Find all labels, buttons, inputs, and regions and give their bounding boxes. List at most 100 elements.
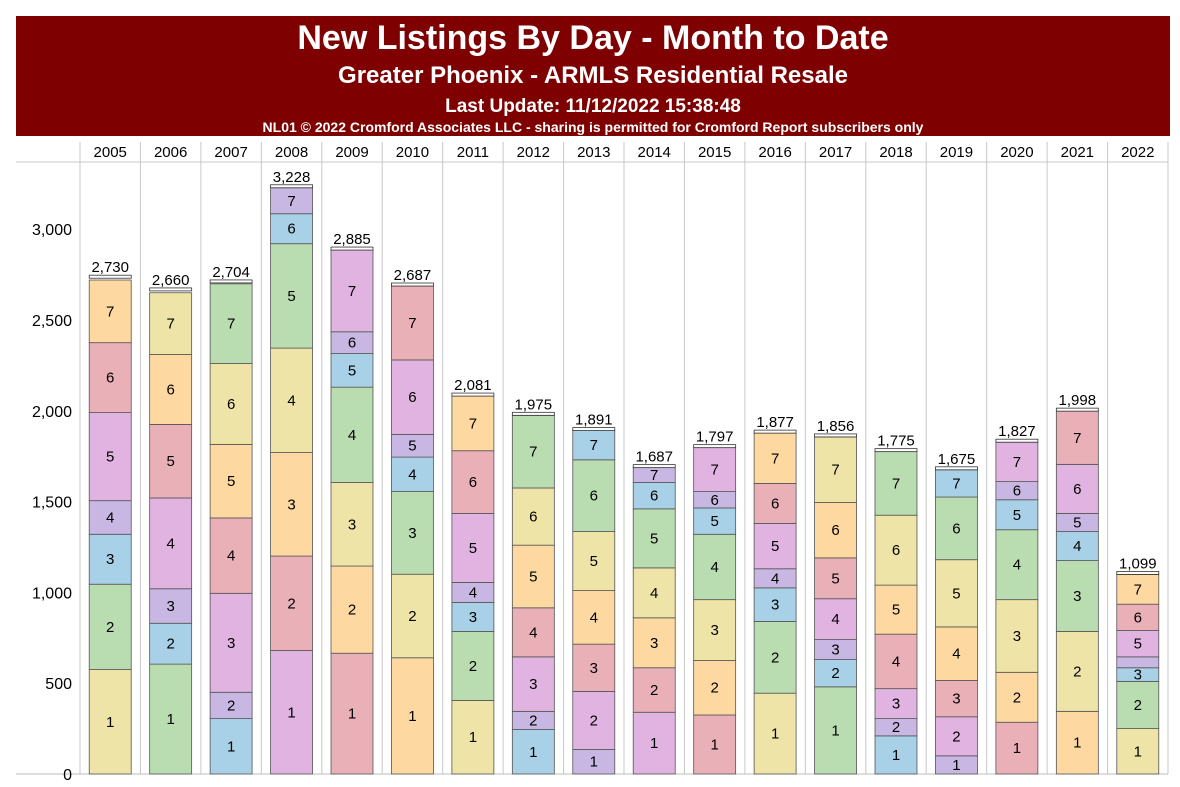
- total-label: 1,856: [817, 418, 855, 435]
- segment-label: 5: [650, 530, 658, 547]
- segment-label: 7: [287, 193, 295, 210]
- bar-segment: [330, 353, 374, 388]
- bar-segment: [1055, 631, 1099, 712]
- segment-label: 7: [590, 437, 598, 454]
- bar-cap: [391, 282, 434, 287]
- bar-segment: [632, 667, 676, 713]
- bar-segment: [88, 412, 132, 502]
- bar-segment: [753, 432, 797, 484]
- segment-label: 4: [650, 585, 658, 602]
- bar-segment: [874, 451, 918, 516]
- x-tick-label: 2022: [1121, 144, 1154, 161]
- segment-label: 1: [1013, 740, 1021, 757]
- x-tick-label: 2016: [758, 144, 791, 161]
- bar-segment: [330, 565, 374, 654]
- bar-segment: [572, 749, 616, 775]
- bar-segment: [511, 656, 555, 712]
- bar-segment: [1055, 463, 1099, 514]
- segment-label: 3: [1013, 628, 1021, 645]
- bar-segment: [88, 669, 132, 775]
- segment-label: 6: [952, 520, 960, 537]
- segment-label: 1: [771, 726, 779, 743]
- segment-label: 2: [831, 665, 839, 682]
- x-tick-label: 2020: [1000, 144, 1033, 161]
- segment-label: 3: [590, 660, 598, 677]
- bar-segment: [935, 626, 978, 681]
- bar-segment: [149, 354, 193, 425]
- x-tick-label: 2017: [819, 144, 852, 161]
- segment-label: 5: [831, 570, 839, 587]
- bar-segment: [511, 544, 555, 609]
- segment-label: 7: [1013, 454, 1021, 471]
- segment-label: 2: [650, 682, 658, 699]
- segment-label: 4: [952, 646, 960, 663]
- bar-segment: [935, 680, 978, 718]
- bar-segment: [753, 587, 797, 622]
- segment-label: 6: [1073, 481, 1081, 498]
- segment-label: 2: [771, 649, 779, 666]
- bar-cap: [149, 287, 193, 292]
- segment-label: 5: [710, 513, 718, 530]
- segment-label: 4: [166, 535, 174, 552]
- segment-label: 3: [1134, 667, 1142, 684]
- y-tick-label: 1,000: [32, 585, 72, 602]
- segment-label: 4: [408, 466, 416, 483]
- segment-label: 5: [166, 453, 174, 470]
- segment-label: 1: [892, 747, 900, 764]
- total-label: 1,891: [575, 412, 613, 429]
- bar-segment: [270, 213, 313, 245]
- segment-label: 6: [650, 488, 658, 505]
- chart-title: New Listings By Day - Month to Date: [297, 19, 888, 57]
- segment-label: 2: [106, 619, 114, 636]
- x-tick-label: 2011: [457, 144, 489, 161]
- segment-label: 4: [1073, 538, 1081, 555]
- segment-label: 2: [408, 608, 416, 625]
- bar-cap: [814, 433, 857, 438]
- bar-cap: [753, 429, 797, 434]
- bar-cap: [1055, 407, 1099, 412]
- segment-label: 7: [106, 303, 114, 320]
- bar-segment: [1116, 630, 1160, 658]
- x-tick-label: 2008: [275, 144, 308, 161]
- bar-segment: [451, 512, 495, 583]
- bar-segment: [935, 559, 978, 628]
- segment-label: 6: [1134, 609, 1142, 626]
- bar-segment: [330, 652, 374, 775]
- bar-segment: [995, 599, 1039, 673]
- segment-label: 1: [590, 754, 598, 771]
- segment-label: 4: [287, 392, 295, 409]
- segment-label: 2: [1073, 663, 1081, 680]
- plot-area: 0 500 1,000 1,500 2,000 2,500 3,000 2005 1 2 3 4 5 6 7…: [16, 142, 1169, 784]
- x-tick-label: 2006: [154, 144, 187, 161]
- segment-label: 2: [710, 680, 718, 697]
- segment-label: 7: [1073, 430, 1081, 447]
- segment-label: 7: [166, 316, 174, 333]
- bar-segment: [935, 469, 978, 498]
- segment-label: 4: [469, 584, 477, 601]
- bar-segment: [451, 631, 495, 701]
- segment-label: 6: [469, 474, 477, 491]
- segment-label: 5: [952, 585, 960, 602]
- bar-segment: [572, 690, 616, 750]
- segment-label: 2: [529, 712, 537, 729]
- x-tick-label: 2018: [879, 144, 912, 161]
- bar-segment: [451, 700, 495, 775]
- segment-label: 5: [771, 538, 779, 555]
- segment-label: 5: [1013, 507, 1021, 524]
- segment-label: 3: [952, 691, 960, 708]
- segment-label: 7: [529, 444, 537, 461]
- bar-segment: [1055, 410, 1099, 465]
- segment-label: 6: [227, 396, 235, 413]
- segment-label: 2: [166, 636, 174, 653]
- y-tick-label: 2,500: [32, 313, 72, 330]
- segment-label: 4: [106, 509, 114, 526]
- segment-label: 3: [710, 622, 718, 639]
- bar-segment: [572, 643, 616, 692]
- segment-label: 1: [469, 729, 477, 746]
- segment-label: 7: [227, 316, 235, 333]
- bar-segment: [814, 598, 857, 641]
- bar-segment: [874, 735, 918, 775]
- bar-segment: [632, 482, 676, 510]
- segment-label: 5: [1134, 636, 1142, 653]
- y-tick-label: 3,000: [32, 222, 72, 239]
